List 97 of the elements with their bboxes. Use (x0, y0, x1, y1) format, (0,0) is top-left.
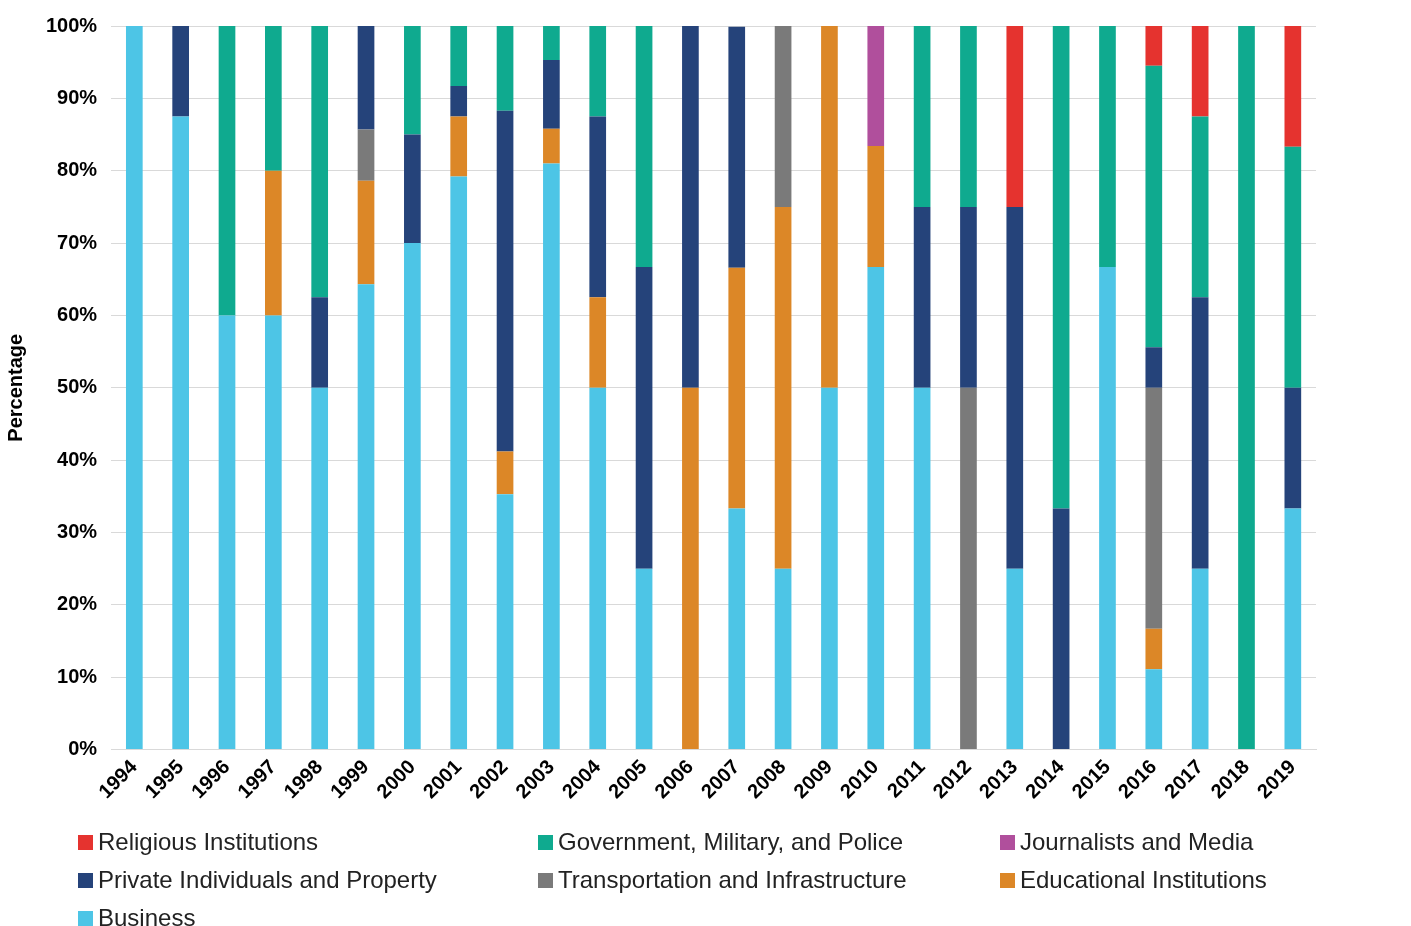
bar (218, 315, 236, 750)
bar (1191, 568, 1209, 750)
bar (682, 26, 699, 388)
bar (172, 116, 189, 750)
bar (357, 180, 375, 285)
bar (450, 116, 468, 177)
bar (1191, 26, 1209, 117)
bar (404, 134, 421, 244)
y-tick-label: 0% (68, 737, 98, 760)
bar (450, 26, 468, 87)
bar (589, 297, 607, 388)
bar (1145, 347, 1163, 388)
bar (960, 387, 977, 750)
y-tick-label: 80% (57, 158, 98, 181)
bar (1145, 669, 1163, 750)
y-tick-label: 100% (46, 13, 98, 36)
bar (1052, 508, 1070, 750)
bar (1099, 26, 1116, 267)
bar (404, 243, 421, 750)
bar (682, 387, 699, 750)
bar (635, 26, 653, 267)
bar (1145, 65, 1163, 348)
bar (543, 128, 560, 164)
bar (589, 116, 607, 298)
bar (265, 26, 282, 171)
bar (589, 26, 607, 117)
bar (635, 266, 653, 569)
bar (1006, 568, 1024, 750)
bar (311, 387, 329, 750)
bar (913, 387, 931, 750)
bar (774, 26, 792, 207)
bar (1284, 146, 1302, 388)
bar (543, 60, 560, 129)
y-tick-label: 30% (57, 520, 98, 543)
bar (1145, 387, 1163, 629)
bar (404, 26, 421, 135)
bar (728, 508, 746, 750)
bar (728, 267, 746, 509)
bar (496, 26, 514, 111)
bar (913, 26, 931, 207)
y-tick-label: 40% (57, 447, 98, 470)
bar (1099, 266, 1116, 750)
legend-label: Journalists and Media (1020, 828, 1254, 856)
bar (635, 568, 653, 750)
bar (357, 284, 375, 750)
y-tick-label: 50% (57, 375, 98, 398)
bar (1238, 26, 1255, 750)
bar (867, 146, 885, 267)
bar (774, 206, 792, 569)
bar (821, 26, 838, 388)
bar (311, 26, 329, 298)
bar (172, 26, 189, 117)
legend-label: Business (98, 904, 196, 926)
bar (589, 387, 607, 750)
bar (1191, 297, 1209, 569)
legend-label: Private Individuals and Property (98, 866, 437, 894)
legend-label: Government, Military, and Police (558, 828, 904, 856)
bar (1191, 116, 1209, 298)
bar (218, 26, 236, 316)
bar (311, 297, 329, 388)
bar (774, 568, 792, 750)
bar (1284, 26, 1302, 147)
bar (728, 26, 746, 268)
bar (543, 163, 560, 750)
y-axis-title: Percentage (3, 333, 26, 442)
y-tick-label: 70% (57, 230, 98, 253)
bar (1052, 26, 1070, 509)
bar (1006, 26, 1024, 207)
bar (1006, 206, 1024, 569)
bar (1145, 628, 1163, 670)
y-tick-label: 90% (57, 85, 98, 108)
y-tick-label: 60% (57, 302, 98, 325)
legend-label: Educational Institutions (1020, 866, 1267, 894)
bar (1284, 508, 1302, 750)
bar (450, 176, 468, 750)
bar (913, 206, 931, 388)
bar (543, 26, 560, 61)
bar (357, 26, 375, 130)
bar (960, 26, 977, 207)
legend-label: Religious Institutions (98, 828, 319, 856)
bar (125, 26, 143, 750)
bar (867, 26, 885, 147)
bar (960, 206, 977, 388)
bar (821, 387, 838, 750)
legend-label: Transportation and Infrastructure (558, 866, 907, 894)
y-tick-label: 20% (57, 592, 98, 615)
bar (496, 451, 514, 495)
bar (1284, 387, 1302, 509)
bar (265, 170, 282, 316)
bar (357, 129, 375, 181)
bar (1145, 26, 1163, 66)
bar (265, 315, 282, 750)
bar (867, 266, 885, 750)
bar (450, 86, 468, 117)
y-tick-label: 10% (57, 664, 98, 687)
bar (496, 110, 514, 452)
bar (496, 494, 514, 750)
